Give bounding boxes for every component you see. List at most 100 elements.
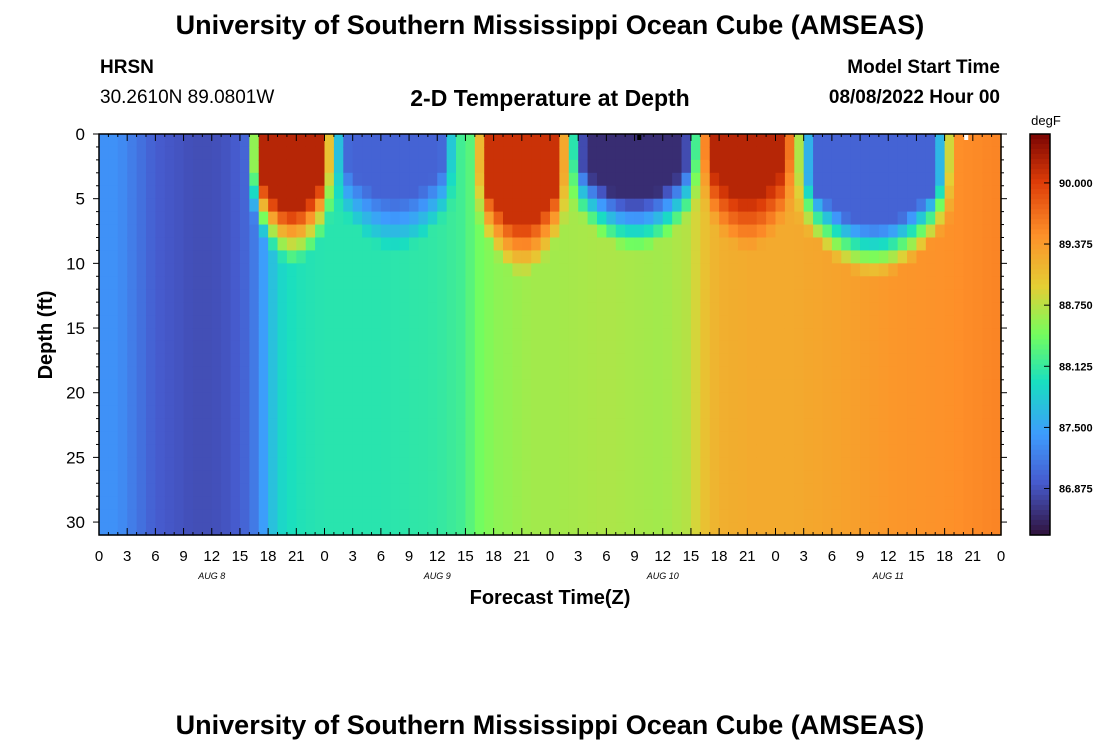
heatmap-cell bbox=[418, 366, 429, 381]
heatmap-cell bbox=[719, 379, 730, 394]
heatmap-cell bbox=[99, 198, 109, 213]
heatmap-cell bbox=[192, 263, 203, 277]
colorbar-segment bbox=[1030, 459, 1050, 466]
heatmap-cell bbox=[662, 405, 673, 420]
heatmap-cell bbox=[568, 340, 579, 355]
heatmap-cell bbox=[221, 392, 232, 407]
heatmap-cell bbox=[784, 405, 795, 420]
heatmap-cell bbox=[136, 483, 147, 497]
heatmap-cell bbox=[662, 302, 673, 316]
heatmap-cell bbox=[963, 211, 974, 226]
x-tick-label: 0 bbox=[95, 548, 103, 565]
heatmap-cell bbox=[869, 198, 880, 213]
heatmap-cell bbox=[108, 134, 119, 148]
heatmap-cell bbox=[860, 159, 871, 174]
heatmap-cell bbox=[709, 315, 720, 329]
heatmap-cell bbox=[596, 392, 607, 407]
heatmap-cell bbox=[352, 315, 363, 329]
heatmap-cell bbox=[531, 289, 542, 303]
heatmap-cell bbox=[362, 224, 373, 239]
heatmap-cell bbox=[390, 211, 401, 226]
heatmap-cell bbox=[192, 198, 203, 213]
heatmap-cell bbox=[869, 418, 880, 433]
heatmap-cell bbox=[427, 340, 438, 355]
heatmap-cell bbox=[531, 509, 542, 523]
colorbar-segment bbox=[1030, 249, 1050, 255]
heatmap-cell bbox=[803, 522, 814, 536]
heatmap-cell bbox=[183, 444, 194, 458]
heatmap-cell bbox=[625, 134, 636, 148]
heatmap-cell bbox=[409, 289, 420, 303]
heatmap-cell bbox=[550, 250, 560, 264]
heatmap-cell bbox=[183, 418, 194, 433]
heatmap-cell bbox=[737, 146, 748, 161]
heatmap-cell bbox=[747, 405, 758, 420]
heatmap-cell bbox=[540, 457, 551, 471]
heatmap-cell bbox=[192, 172, 203, 187]
heatmap-cell bbox=[625, 431, 636, 446]
heatmap-cell bbox=[117, 224, 128, 239]
colorbar-segment bbox=[1030, 194, 1050, 200]
heatmap-cell bbox=[925, 134, 936, 148]
heatmap-cell bbox=[465, 250, 476, 264]
heatmap-cell bbox=[437, 379, 448, 394]
heatmap-cell bbox=[221, 522, 232, 536]
heatmap-cell bbox=[202, 470, 213, 484]
heatmap-cell bbox=[202, 340, 213, 355]
heatmap-cell bbox=[550, 289, 560, 303]
heatmap-cell bbox=[625, 509, 636, 523]
heatmap-cell bbox=[766, 483, 777, 497]
heatmap-cell bbox=[775, 185, 786, 200]
heatmap-cell bbox=[521, 211, 532, 226]
heatmap-cell bbox=[371, 444, 382, 458]
heatmap-cell bbox=[634, 379, 645, 394]
heatmap-cell bbox=[418, 431, 429, 446]
heatmap-cell bbox=[202, 392, 213, 407]
heatmap-cell bbox=[493, 379, 504, 394]
heatmap-cell bbox=[954, 496, 965, 510]
heatmap-cell bbox=[183, 509, 194, 523]
heatmap-cell bbox=[296, 224, 307, 239]
heatmap-cell bbox=[700, 315, 711, 329]
heatmap-cell bbox=[766, 509, 777, 523]
heatmap-cell bbox=[878, 276, 889, 290]
heatmap-cell bbox=[907, 392, 918, 407]
heatmap-cell bbox=[277, 418, 288, 433]
heatmap-cell bbox=[474, 431, 485, 446]
heatmap-cell bbox=[155, 340, 166, 355]
heatmap-cell bbox=[183, 146, 194, 161]
heatmap-cell bbox=[399, 315, 410, 329]
heatmap-cell bbox=[305, 496, 316, 510]
heatmap-cell bbox=[174, 146, 185, 161]
heatmap-cell bbox=[709, 134, 720, 148]
heatmap-cell bbox=[531, 159, 542, 174]
heatmap-cell bbox=[841, 340, 852, 355]
heatmap-cell bbox=[155, 444, 166, 458]
heatmap-cell bbox=[982, 198, 993, 213]
heatmap-cell bbox=[286, 392, 297, 407]
heatmap-cell bbox=[972, 276, 983, 290]
heatmap-cell bbox=[174, 522, 185, 536]
heatmap-cell bbox=[230, 418, 241, 433]
heatmap-cell bbox=[897, 470, 908, 484]
heatmap-cell bbox=[117, 302, 128, 316]
heatmap-cell bbox=[183, 185, 194, 200]
heatmap-cell bbox=[230, 185, 241, 200]
heatmap-cell bbox=[559, 134, 570, 148]
heatmap-cell bbox=[888, 198, 899, 213]
heatmap-cell bbox=[728, 185, 739, 200]
heatmap-cell bbox=[493, 522, 504, 536]
heatmap-cell bbox=[277, 146, 288, 161]
heatmap-cell bbox=[465, 315, 476, 329]
heatmap-cell bbox=[907, 405, 918, 420]
heatmap-cell bbox=[954, 470, 965, 484]
heatmap-cell bbox=[343, 159, 354, 174]
heatmap-cell bbox=[596, 302, 607, 316]
heatmap-cell bbox=[568, 444, 579, 458]
heatmap-cell bbox=[418, 379, 429, 394]
heatmap-cell bbox=[831, 146, 842, 161]
heatmap-cell bbox=[963, 159, 974, 174]
heatmap-cell bbox=[202, 366, 213, 381]
heatmap-cell bbox=[841, 134, 852, 148]
heatmap-cell bbox=[99, 211, 109, 226]
